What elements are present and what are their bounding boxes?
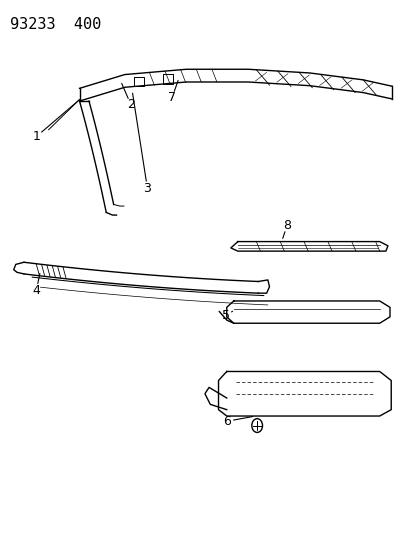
Text: 5: 5 [221, 309, 229, 322]
Text: 93233  400: 93233 400 [9, 17, 101, 33]
Text: 1: 1 [32, 130, 40, 143]
Text: 2: 2 [127, 98, 135, 111]
Text: 7: 7 [168, 91, 176, 104]
Text: 8: 8 [282, 219, 290, 232]
Text: 6: 6 [222, 415, 230, 428]
Text: 3: 3 [143, 182, 151, 195]
Text: 4: 4 [32, 284, 40, 297]
